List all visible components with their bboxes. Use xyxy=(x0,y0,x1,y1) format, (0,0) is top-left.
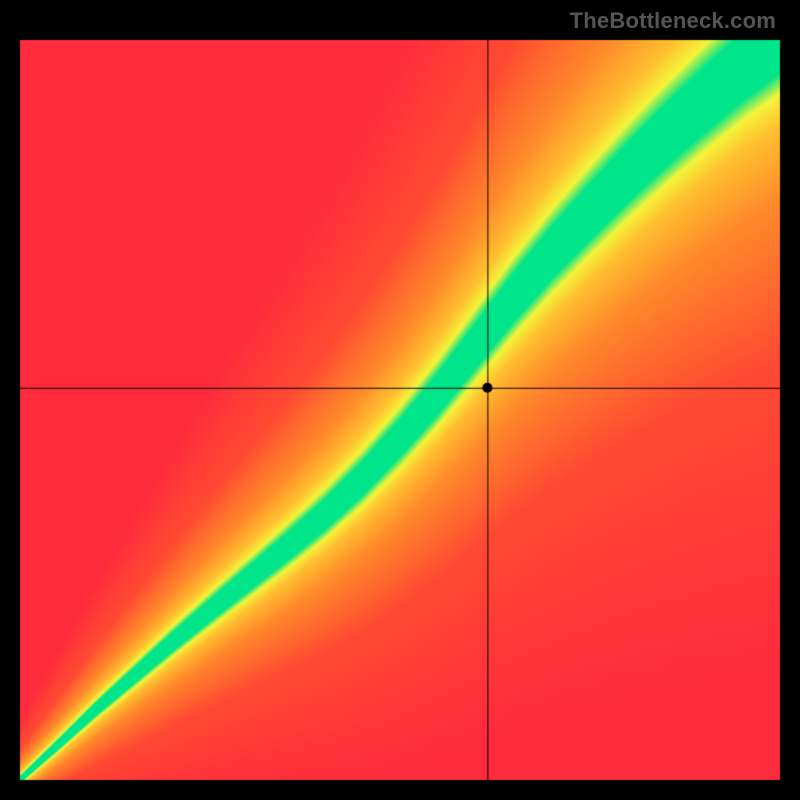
bottleneck-heatmap xyxy=(0,0,800,800)
chart-container: TheBottleneck.com xyxy=(0,0,800,800)
attribution-text: TheBottleneck.com xyxy=(570,8,776,34)
